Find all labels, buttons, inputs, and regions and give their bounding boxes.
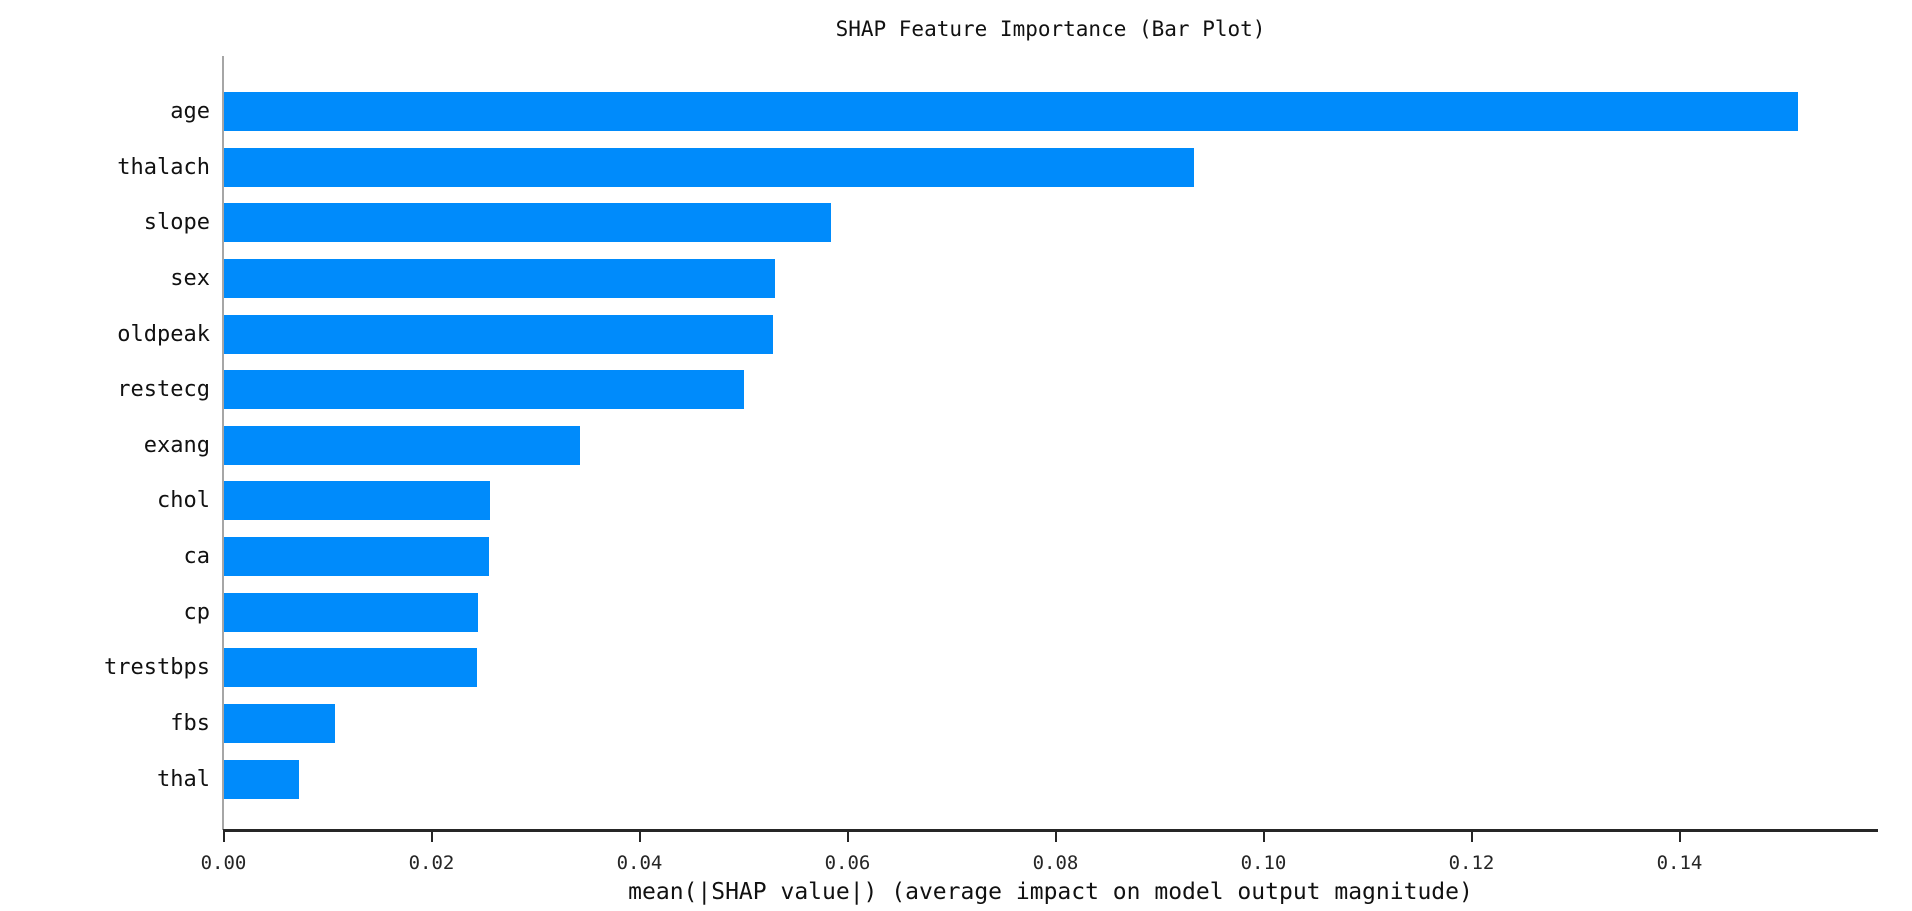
y-tick-label-thalach: thalach — [117, 154, 210, 180]
y-tick-label-restecg: restecg — [117, 377, 210, 403]
x-tick-label: 0.10 — [1240, 852, 1287, 874]
bar-thal — [224, 759, 299, 799]
bar-sex — [224, 258, 775, 298]
x-tick-mark — [430, 830, 433, 842]
x-tick-mark — [1470, 830, 1473, 842]
y-tick-label-age: age — [170, 99, 210, 124]
bar-restecg — [224, 370, 744, 410]
bar-exang — [224, 425, 580, 465]
y-tick-label-exang: exang — [143, 432, 210, 458]
bar-thalach — [224, 147, 1194, 187]
chart-title: SHAP Feature Importance (Bar Plot) — [835, 17, 1266, 41]
bar-oldpeak — [224, 314, 773, 354]
x-axis-spine — [223, 829, 1878, 832]
x-tick-mark — [1054, 830, 1057, 842]
x-tick-mark — [846, 830, 849, 842]
x-tick-mark — [222, 830, 225, 842]
bar-slope — [224, 203, 831, 243]
y-tick-label-chol: chol — [157, 488, 210, 514]
y-tick-label-fbs: fbs — [170, 710, 210, 736]
x-tick-label: 0.06 — [824, 852, 871, 874]
x-tick-mark — [1678, 830, 1681, 842]
bar-fbs — [224, 703, 335, 743]
y-tick-label-cp: cp — [183, 599, 211, 625]
y-tick-label-thal: thal — [157, 766, 210, 792]
bar-trestbps — [224, 648, 477, 688]
y-tick-label-ca: ca — [183, 544, 211, 570]
x-tick-label: 0.02 — [408, 852, 455, 874]
y-tick-label-oldpeak: oldpeak — [117, 321, 210, 347]
y-tick-label-trestbps: trestbps — [104, 655, 210, 681]
bar-cp — [224, 592, 478, 632]
x-tick-label: 0.08 — [1032, 852, 1079, 874]
x-tick-label: 0.14 — [1656, 852, 1703, 874]
bar-age — [224, 92, 1798, 131]
y-tick-label-sex: sex — [170, 265, 210, 291]
x-tick-label: 0.00 — [200, 852, 247, 874]
bar-chol — [224, 481, 490, 521]
x-tick-label: 0.04 — [616, 852, 663, 874]
x-tick-label: 0.12 — [1448, 852, 1495, 874]
x-axis-label: mean(|SHAP value|) (average impact on mo… — [628, 879, 1473, 905]
y-axis-spine — [222, 56, 224, 830]
y-tick-label-slope: slope — [143, 210, 210, 236]
bar-ca — [224, 537, 489, 577]
x-tick-mark — [638, 830, 641, 842]
x-tick-mark — [1262, 830, 1265, 842]
